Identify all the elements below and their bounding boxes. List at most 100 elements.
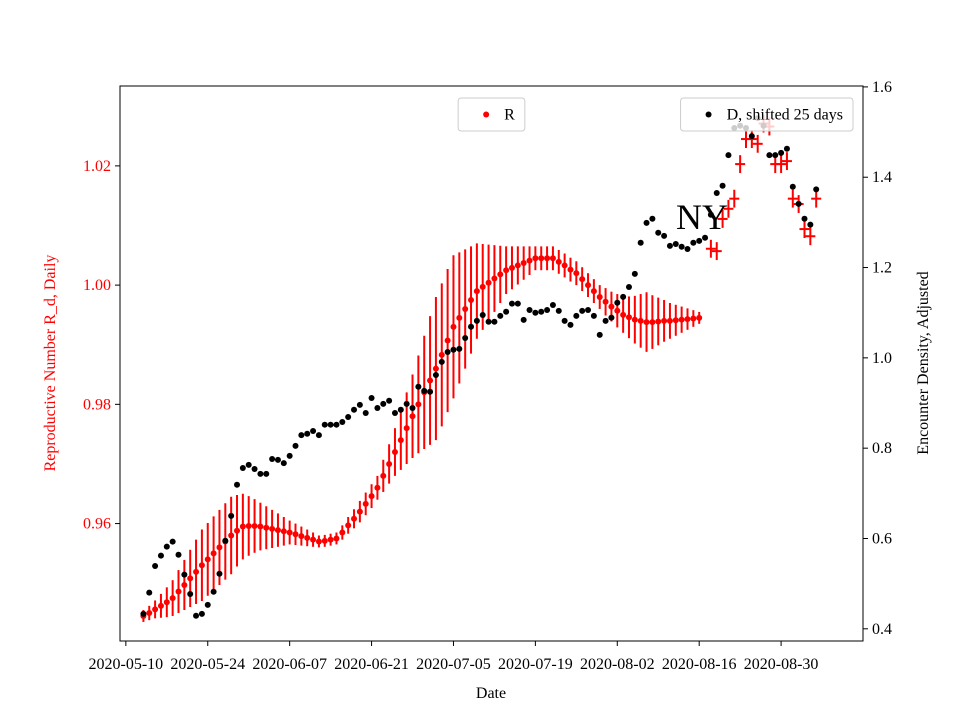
point-marker bbox=[590, 312, 597, 319]
point-marker bbox=[614, 299, 621, 306]
legend-label: R bbox=[504, 107, 515, 124]
point-marker bbox=[567, 321, 574, 328]
point-marker bbox=[456, 314, 463, 321]
point-marker bbox=[239, 465, 246, 472]
point-marker bbox=[280, 528, 287, 535]
point-marker bbox=[210, 588, 217, 595]
y-tick-label: 1.00 bbox=[83, 277, 111, 294]
point-marker bbox=[497, 271, 504, 278]
point-marker bbox=[351, 406, 358, 413]
y2-tick-label: 1.4 bbox=[872, 169, 892, 186]
point-marker bbox=[204, 556, 211, 563]
point-marker bbox=[544, 255, 551, 262]
legend: R bbox=[457, 97, 526, 132]
x-tick-label: 2020-06-07 bbox=[252, 656, 327, 673]
point-marker bbox=[327, 421, 334, 428]
x-tick-label: 2020-08-30 bbox=[744, 656, 819, 673]
point-marker bbox=[356, 508, 363, 515]
annotation: NY bbox=[676, 197, 728, 237]
point-marker bbox=[187, 591, 194, 598]
point-marker bbox=[163, 599, 170, 606]
point-marker bbox=[427, 388, 434, 395]
point-marker bbox=[783, 145, 790, 152]
point-marker bbox=[345, 414, 352, 421]
point-marker bbox=[263, 524, 270, 531]
point-marker bbox=[579, 276, 586, 283]
point-marker bbox=[304, 534, 311, 541]
point-marker bbox=[251, 465, 258, 472]
point-marker bbox=[555, 307, 562, 314]
point-marker bbox=[637, 317, 644, 324]
point-marker bbox=[485, 279, 492, 286]
point-marker bbox=[684, 316, 691, 323]
x-tick-label: 2020-06-21 bbox=[334, 656, 409, 673]
point-marker bbox=[450, 323, 457, 330]
point-marker bbox=[280, 460, 287, 467]
point-marker bbox=[163, 543, 170, 550]
point-marker bbox=[391, 449, 398, 456]
point-marker bbox=[263, 470, 270, 477]
point-marker bbox=[625, 283, 632, 290]
point-marker bbox=[310, 428, 317, 435]
point-marker bbox=[462, 305, 469, 312]
point-marker bbox=[345, 522, 352, 529]
point-marker bbox=[643, 219, 650, 226]
point-marker bbox=[421, 387, 428, 394]
y2-tick-label: 0.6 bbox=[872, 530, 892, 547]
point-marker bbox=[339, 418, 346, 425]
point-marker bbox=[567, 266, 574, 273]
point-marker bbox=[514, 262, 521, 269]
point-marker bbox=[351, 515, 358, 522]
point-marker bbox=[450, 346, 457, 353]
point-marker bbox=[666, 242, 673, 249]
point-marker bbox=[585, 282, 592, 289]
point-marker bbox=[152, 606, 159, 613]
point-marker bbox=[637, 239, 644, 246]
point-marker bbox=[485, 318, 492, 325]
point-marker bbox=[725, 152, 732, 159]
point-marker bbox=[245, 522, 252, 529]
point-marker bbox=[666, 317, 673, 324]
point-marker bbox=[310, 536, 317, 543]
point-marker bbox=[503, 308, 510, 315]
point-marker bbox=[274, 456, 281, 463]
point-marker bbox=[690, 239, 697, 246]
point-marker bbox=[538, 308, 545, 315]
point-marker bbox=[544, 306, 551, 313]
point-marker bbox=[409, 404, 416, 411]
point-marker bbox=[473, 317, 480, 324]
point-marker bbox=[181, 581, 188, 588]
point-marker bbox=[555, 258, 562, 265]
point-marker bbox=[333, 421, 340, 428]
point-marker bbox=[491, 318, 498, 325]
point-marker bbox=[146, 589, 153, 596]
point-marker bbox=[491, 275, 498, 282]
point-marker bbox=[684, 246, 691, 253]
point-marker bbox=[696, 314, 703, 321]
point-marker bbox=[362, 500, 369, 507]
legend-box bbox=[680, 97, 854, 132]
point-marker bbox=[292, 531, 299, 538]
point-marker bbox=[234, 481, 241, 488]
y2-tick-label: 0.8 bbox=[872, 440, 892, 457]
point-marker bbox=[596, 331, 603, 338]
x-tick-label: 2020-05-10 bbox=[89, 656, 164, 673]
point-marker bbox=[269, 456, 276, 463]
point-marker bbox=[468, 323, 475, 330]
point-marker bbox=[228, 512, 235, 519]
y-tick-label: 1.02 bbox=[83, 158, 111, 175]
point-marker bbox=[181, 571, 188, 578]
point-marker bbox=[719, 182, 726, 189]
x-tick-label: 2020-07-05 bbox=[416, 656, 491, 673]
point-marker bbox=[608, 314, 615, 321]
point-marker bbox=[614, 307, 621, 314]
point-marker bbox=[210, 550, 217, 557]
point-marker bbox=[380, 472, 387, 479]
point-marker bbox=[432, 372, 439, 379]
point-marker bbox=[193, 568, 200, 575]
point-marker bbox=[526, 306, 533, 313]
x-tick-label: 2020-05-24 bbox=[170, 656, 245, 673]
point-marker bbox=[298, 533, 305, 540]
point-marker bbox=[514, 300, 521, 307]
point-marker bbox=[456, 345, 463, 352]
